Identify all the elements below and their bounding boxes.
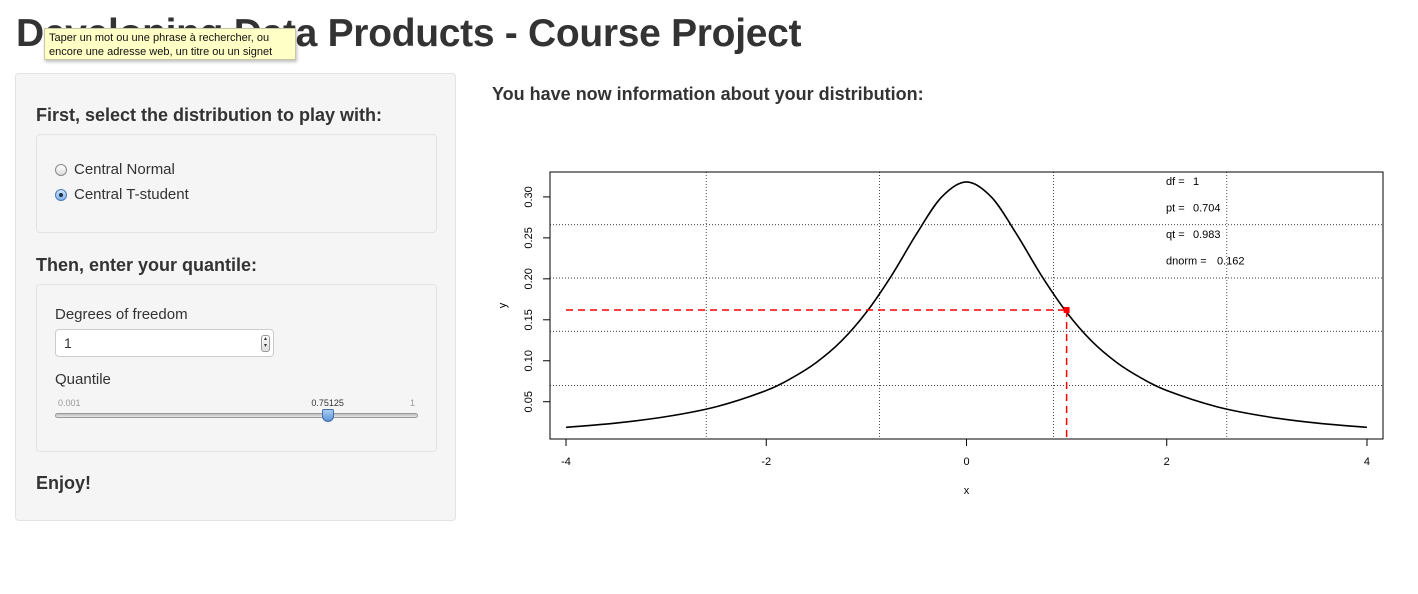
x-tick-label: 0 — [963, 456, 969, 468]
radio-label: Central T-student — [74, 186, 189, 203]
quantile-heading: Then, enter your quantile: — [36, 255, 258, 275]
y-tick-label: 0.20 — [523, 268, 535, 289]
distribution-plot: -4 -2 0 2 4 0.05 0.10 0.15 0.20 0.25 0.30 x y df = 1 pt… — [497, 171, 1384, 497]
stepper-arrows-icon[interactable]: ▴ ▾ — [261, 335, 270, 352]
y-tick-label: 0.10 — [523, 350, 535, 371]
quantile-input-group: Degrees of freedom ▴▾ Quantile 0.001 1 0… — [36, 284, 437, 452]
browser-tooltip: Taper un mot ou une phrase à rechercher,… — [44, 28, 296, 60]
slider-value-label: 0.75125 — [311, 398, 344, 408]
annotation-value: 0.704 — [1193, 203, 1221, 215]
annotation-value: 0.983 — [1193, 229, 1221, 241]
x-axis-label: x — [964, 485, 970, 497]
annotation-label: pt = — [1166, 203, 1185, 215]
radio-button-icon[interactable] — [55, 188, 67, 201]
quantile-label: Quantile — [55, 371, 111, 388]
main-heading: You have now information about your dist… — [492, 84, 924, 104]
sidebar-panel: First, select the distribution to play w… — [15, 73, 456, 521]
y-tick-label: 0.05 — [523, 391, 535, 412]
radio-central-t-student[interactable]: Central T-student — [55, 186, 189, 203]
annotation-value: 0.162 — [1217, 256, 1245, 268]
plot-frame — [549, 171, 1384, 440]
annotation-label: dnorm = — [1166, 256, 1207, 268]
density-curve-line — [565, 181, 1368, 429]
dof-input[interactable] — [55, 329, 274, 357]
x-tick-label: 4 — [1364, 456, 1370, 468]
radio-button-icon[interactable] — [55, 163, 67, 176]
radio-label: Central Normal — [74, 161, 175, 178]
x-tick-label: -2 — [761, 456, 771, 468]
radio-central-normal[interactable]: Central Normal — [55, 161, 175, 178]
quantile-slider-handle[interactable] — [321, 409, 334, 422]
y-tick-label: 0.30 — [523, 186, 535, 207]
enjoy-text: Enjoy! — [36, 473, 92, 493]
y-tick-label: 0.25 — [523, 227, 535, 248]
y-tick-label: 0.15 — [523, 309, 535, 330]
y-axis-label: y — [497, 302, 509, 308]
slider-max-label: 1 — [410, 398, 416, 408]
x-tick-label: -4 — [561, 456, 571, 468]
distribution-heading: First, select the distribution to play w… — [36, 105, 383, 125]
distribution-radio-group: Central Normal Central T-student — [36, 134, 437, 233]
quantile-point-marker — [1063, 306, 1070, 313]
x-tick-label: 2 — [1164, 456, 1170, 468]
annotation-label: df = — [1166, 176, 1185, 188]
annotation-label: qt = — [1166, 229, 1185, 241]
slider-min-label: 0.001 — [58, 398, 81, 408]
quantile-slider-track[interactable] — [55, 413, 418, 418]
dof-label: Degrees of freedom — [55, 306, 188, 323]
annotation-value: 1 — [1193, 176, 1199, 188]
